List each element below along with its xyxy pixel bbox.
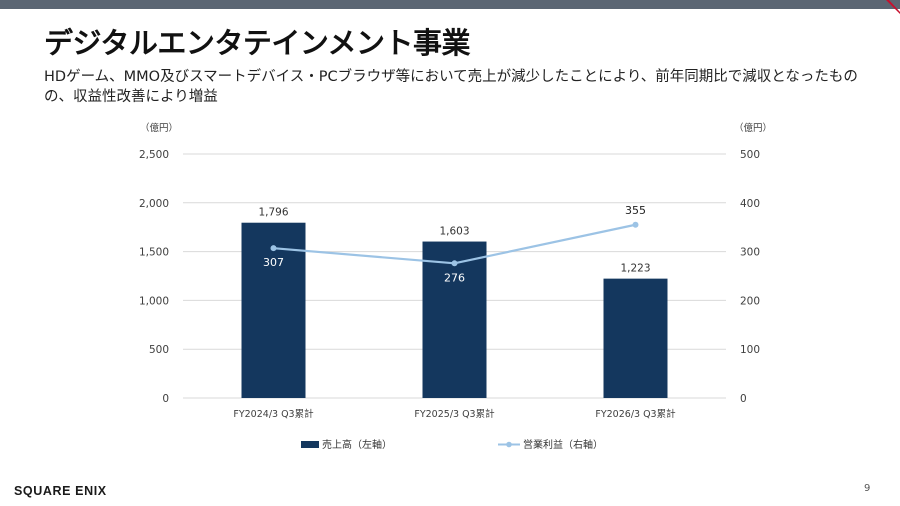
legend-revenue-label: 売上高（左軸） (322, 438, 392, 451)
revenue-bar-label: 1,796 (258, 207, 288, 219)
revenue-profit-chart: 0 500 1,000 1,500 2,000 2,500 0 100 200 300 400 500… (139, 122, 772, 451)
operating-profit-label: 355 (625, 204, 646, 217)
left-axis-tick-label: 500 (149, 344, 169, 356)
category-label: FY2025/3 Q3累計 (414, 408, 495, 420)
square-enix-logo: SQUARE ENIX (14, 484, 107, 498)
left-axis-tick-label: 2,500 (139, 149, 169, 161)
right-axis-tick-label: 0 (740, 393, 747, 405)
revenue-bar-label: 1,603 (439, 226, 469, 238)
revenue-bar-label: 1,223 (620, 263, 650, 275)
left-axis-tick-label: 1,000 (139, 295, 169, 307)
left-axis-tick-label: 1,500 (139, 247, 169, 259)
category-label: FY2024/3 Q3累計 (233, 408, 314, 420)
legend-revenue-swatch (301, 441, 319, 448)
left-axis-tick-label: 2,000 (139, 198, 169, 210)
revenue-bar (422, 241, 487, 398)
category-label: FY2026/3 Q3累計 (595, 408, 676, 420)
page-number: 9 (864, 483, 871, 494)
operating-profit-label: 307 (263, 256, 284, 269)
right-axis-tick-label: 300 (740, 247, 760, 259)
corner-accent-mark (886, 0, 900, 14)
left-axis-tick-label: 0 (162, 393, 169, 405)
left-axis-unit: （億円） (140, 122, 178, 134)
operating-profit-point (270, 245, 277, 252)
page-title: デジタルエンタテインメント事業 (44, 26, 471, 60)
right-axis-tick-label: 100 (740, 344, 760, 356)
operating-profit-point (632, 221, 639, 228)
revenue-bar (603, 278, 668, 398)
right-axis-unit: （億円） (734, 122, 772, 134)
right-axis-tick-label: 200 (740, 295, 760, 307)
legend-profit-marker (506, 441, 512, 448)
top-band (0, 0, 900, 9)
revenue-bar (241, 222, 306, 398)
slide-subtitle: HDゲーム、MMO及びスマートデバイス・PCブラウザ等において売上が減少したこと… (44, 69, 858, 105)
legend-profit-label: 営業利益（右軸） (523, 438, 603, 451)
operating-profit-point (451, 260, 458, 267)
right-axis-tick-label: 400 (740, 198, 760, 210)
operating-profit-label: 276 (444, 271, 465, 284)
right-axis-tick-label: 500 (740, 149, 760, 161)
